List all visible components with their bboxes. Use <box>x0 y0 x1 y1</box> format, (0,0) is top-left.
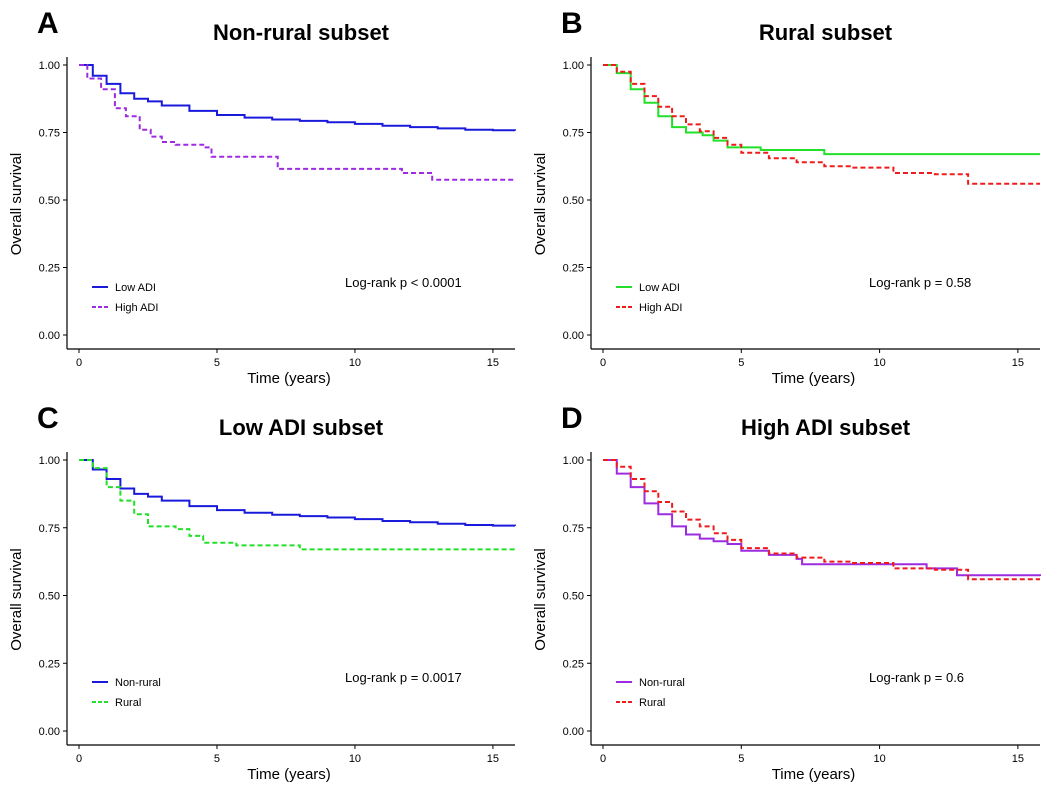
x-tick-label: 5 <box>738 753 744 765</box>
y-tick-label: 0.75 <box>563 128 584 140</box>
y-tick-label: 0.50 <box>563 591 584 603</box>
y-tick-label: 0.00 <box>563 726 584 738</box>
panel-d: D High ADI subset 0.00 0.25 0.50 0.75 1.00 0 5 10… <box>532 402 1041 783</box>
y-tick-label: 0.75 <box>39 523 60 535</box>
legend-label: Non-rural <box>639 677 685 689</box>
x-tick-label: 5 <box>738 357 744 369</box>
x-tick-label: 0 <box>76 357 82 369</box>
x-tick-label: 15 <box>1012 357 1024 369</box>
logrank-annotation: Log-rank p = 0.0017 <box>345 670 462 685</box>
x-axis-title: Time (years) <box>772 370 856 387</box>
x-axis-title: Time (years) <box>247 370 331 387</box>
x-tick-label: 10 <box>873 357 885 369</box>
panel-letter: D <box>561 402 583 435</box>
legend-label: Rural <box>115 697 141 709</box>
legend-label: Low ADI <box>639 282 680 294</box>
x-tick-label: 10 <box>349 753 361 765</box>
y-tick-label: 1.00 <box>563 60 584 72</box>
y-tick-label: 0.75 <box>563 523 584 535</box>
legend-label: High ADI <box>639 302 682 314</box>
x-tick-label: 15 <box>1012 753 1024 765</box>
x-tick-label: 15 <box>487 357 499 369</box>
x-tick-label: 10 <box>349 357 361 369</box>
legend-label: High ADI <box>115 302 158 314</box>
y-tick-label: 1.00 <box>39 60 60 72</box>
legend-label: Low ADI <box>115 282 156 294</box>
legend-label: Rural <box>639 697 665 709</box>
y-axis-title: Overall survival <box>532 548 549 651</box>
series-line-high-adi <box>79 64 516 181</box>
panel-letter: C <box>37 402 59 435</box>
y-tick-label: 0.00 <box>563 330 584 342</box>
x-axis-title: Time (years) <box>247 766 331 783</box>
series-line-rural <box>79 459 515 551</box>
logrank-annotation: Log-rank p = 0.6 <box>869 670 964 685</box>
series-line-rural <box>603 459 1040 581</box>
logrank-annotation: Log-rank p < 0.0001 <box>345 275 462 290</box>
panel-c: C Low ADI subset 0.00 0.25 0.50 0.75 1.00 0 5 10 1… <box>8 402 516 783</box>
y-axis-title: Overall survival <box>8 548 25 651</box>
x-axis-title: Time (years) <box>772 766 856 783</box>
y-tick-label: 0.50 <box>39 195 60 207</box>
series-line-low-adi <box>79 64 516 132</box>
logrank-annotation: Log-rank p = 0.58 <box>869 275 971 290</box>
y-tick-label: 0.50 <box>563 195 584 207</box>
panel-title: Low ADI subset <box>219 415 384 440</box>
x-tick-label: 0 <box>600 357 606 369</box>
panel-letter: B <box>561 7 583 40</box>
panel-title: Non-rural subset <box>213 20 390 45</box>
series-line-low-adi <box>603 64 1040 156</box>
series-line-high-adi <box>603 64 1040 185</box>
y-tick-label: 0.25 <box>39 263 60 275</box>
y-tick-label: 0.25 <box>39 658 60 670</box>
panel-b: B Rural subset 0.00 0.25 0.50 0.75 1.00 0 5 10 15 T… <box>532 7 1040 387</box>
series-line-non-rural <box>603 459 1041 577</box>
x-tick-label: 10 <box>873 753 885 765</box>
y-tick-label: 1.00 <box>39 455 60 467</box>
x-tick-label: 0 <box>76 753 82 765</box>
y-tick-label: 0.00 <box>39 330 60 342</box>
series-line-non-rural <box>79 459 516 527</box>
x-tick-label: 0 <box>600 753 606 765</box>
panel-a: A Non-rural subset 0.00 0.25 0.50 0.75 1.00 0 5 1… <box>8 7 516 387</box>
x-tick-label: 5 <box>214 357 220 369</box>
legend-label: Non-rural <box>115 677 161 689</box>
x-tick-label: 15 <box>487 753 499 765</box>
y-axis-title: Overall survival <box>532 153 549 256</box>
panel-title: Rural subset <box>759 20 893 45</box>
y-tick-label: 0.75 <box>39 128 60 140</box>
panel-letter: A <box>37 7 59 40</box>
y-tick-label: 0.25 <box>563 658 584 670</box>
y-tick-label: 0.50 <box>39 591 60 603</box>
y-tick-label: 0.25 <box>563 263 584 275</box>
y-tick-label: 0.00 <box>39 726 60 738</box>
y-tick-label: 1.00 <box>563 455 584 467</box>
panel-title: High ADI subset <box>741 415 911 440</box>
y-axis-title: Overall survival <box>8 153 25 256</box>
x-tick-label: 5 <box>214 753 220 765</box>
